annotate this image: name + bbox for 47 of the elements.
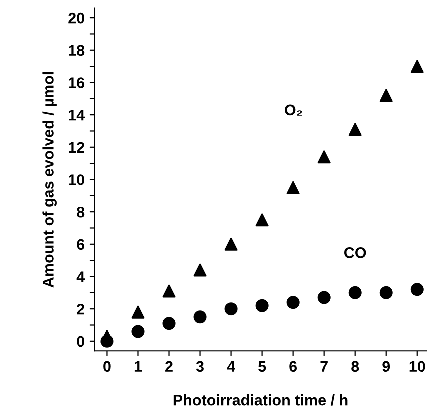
point [348,123,362,136]
point [224,238,238,251]
x-tick-label: 8 [352,361,360,372]
y-tick-label: 4 [76,272,86,282]
point [132,325,145,338]
point [194,264,207,277]
point [132,306,145,319]
point [410,60,424,74]
point [348,286,362,300]
point [380,89,393,102]
y-tick-label: 12 [69,142,84,153]
x-tick-label: 0 [104,361,111,372]
x-tick-label: 5 [258,361,266,372]
y-tick-label: 2 [77,304,84,315]
point [194,310,207,324]
text: O₂ [285,104,302,116]
series-label: CO [344,248,366,258]
point [162,284,176,298]
y-tick-label: 18 [69,45,85,56]
y-tick-label: 6 [77,239,85,250]
point [380,286,393,300]
point [286,181,300,194]
point [224,302,238,316]
point [410,283,424,296]
x-tick-label: 1 [134,361,142,372]
point [286,296,300,310]
y-tick-label: 20 [68,12,84,24]
point [256,214,269,227]
point [318,291,331,304]
point [100,330,114,344]
x-tick-label: 2 [166,361,173,372]
x-tick-label: 3 [196,361,204,372]
x-tick-label: 4 [227,361,236,372]
x-tick-label: 7 [320,361,328,372]
y-tick-label: 0 [77,336,84,348]
y-tick-label: 8 [77,206,85,218]
x-tick-label: 9 [382,361,390,372]
y-tick-label: 16 [69,78,85,88]
point [318,150,331,164]
y-tick-label: 10 [69,174,84,186]
y-axis-title: Amount of gas evolved / µmol [42,72,57,288]
x-tick-label: 10 [410,361,426,372]
y-tick-label: 14 [69,110,86,121]
x-axis-title: Photoirradiation time / h [174,394,348,406]
x-tick-label: 6 [290,361,298,372]
point [256,299,269,312]
point [162,317,176,330]
